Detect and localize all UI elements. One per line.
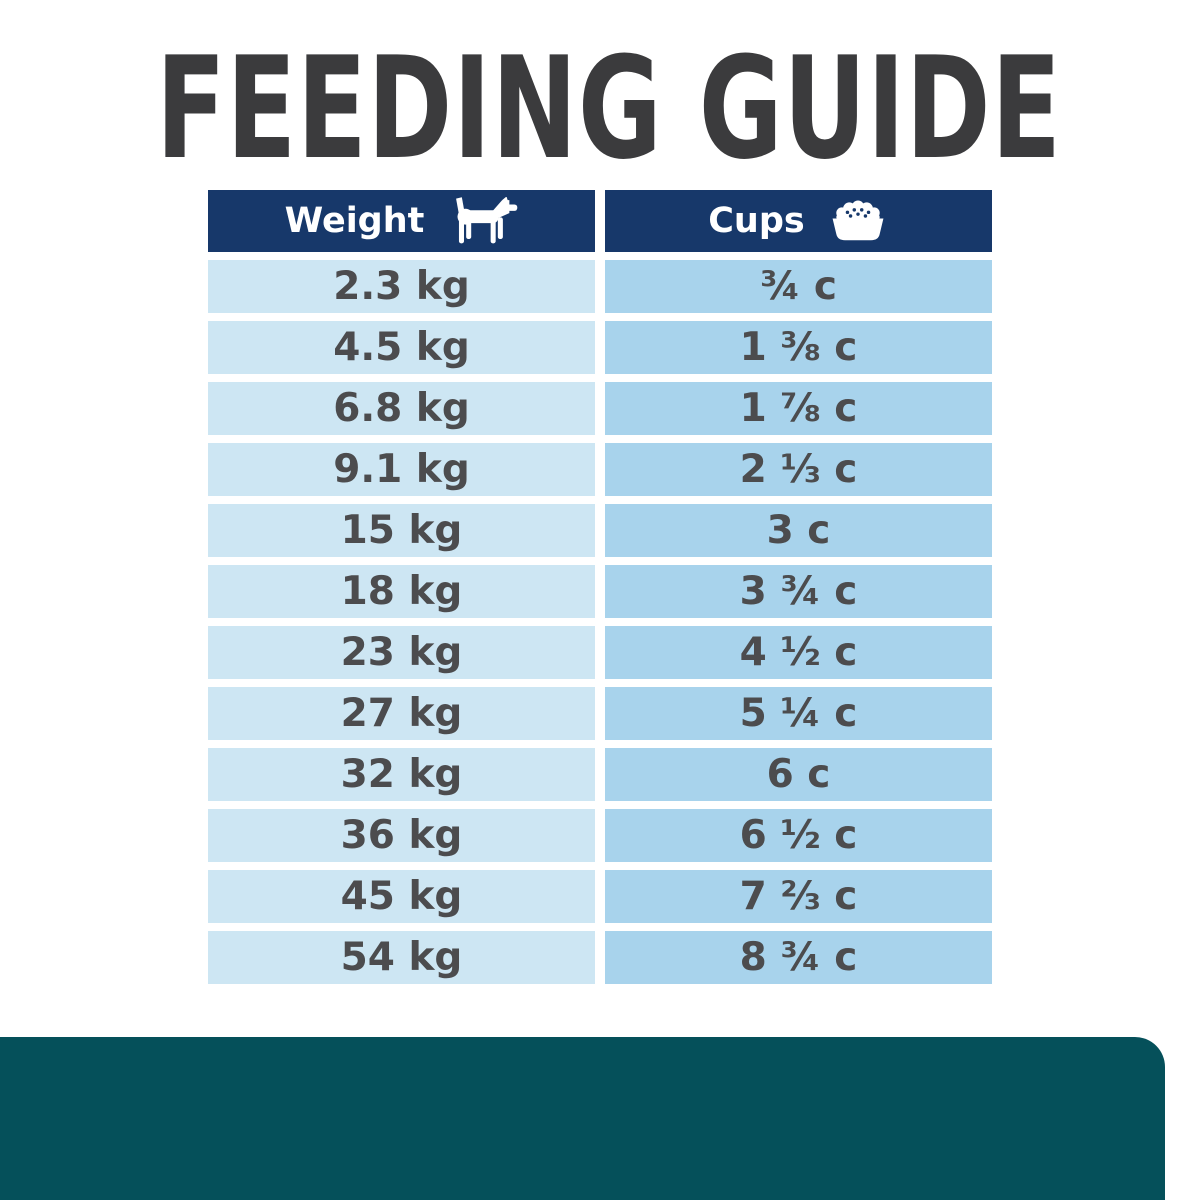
weight-column-header: Weight <box>208 190 595 252</box>
weight-cell: 6.8 kg <box>208 382 595 435</box>
weight-cell: 45 kg <box>208 870 595 923</box>
weight-cell: 4.5 kg <box>208 321 595 374</box>
cups-cell: 1 ⅞ c <box>605 382 992 435</box>
cups-header-label: Cups <box>708 201 805 241</box>
cups-cell: 7 ⅔ c <box>605 870 992 923</box>
cups-cell: 4 ½ c <box>605 626 992 679</box>
cups-cell: 2 ⅓ c <box>605 443 992 496</box>
cups-column-header: Cups <box>605 190 992 252</box>
cups-cell: 3 ¾ c <box>605 565 992 618</box>
cups-cell: ¾ c <box>605 260 992 313</box>
cups-cell: 3 c <box>605 504 992 557</box>
cups-cell: 5 ¼ c <box>605 687 992 740</box>
weight-cell: 32 kg <box>208 748 595 801</box>
weight-cell: 15 kg <box>208 504 595 557</box>
cups-cell: 6 ½ c <box>605 809 992 862</box>
bowl-icon <box>827 198 889 244</box>
weight-cell: 2.3 kg <box>208 260 595 313</box>
weight-cell: 23 kg <box>208 626 595 679</box>
page-title: FEEDING GUIDE <box>156 26 1062 191</box>
weight-cell: 36 kg <box>208 809 595 862</box>
feeding-table: Weight <box>208 190 992 984</box>
footer-accent-bar <box>0 1037 1165 1200</box>
cups-cell: 1 ⅜ c <box>605 321 992 374</box>
weight-cell: 18 kg <box>208 565 595 618</box>
weight-header-label: Weight <box>284 201 425 241</box>
cups-cell: 6 c <box>605 748 992 801</box>
dog-icon <box>446 197 518 245</box>
weight-cell: 9.1 kg <box>208 443 595 496</box>
weight-cell: 54 kg <box>208 931 595 984</box>
cups-cell: 8 ¾ c <box>605 931 992 984</box>
weight-cell: 27 kg <box>208 687 595 740</box>
